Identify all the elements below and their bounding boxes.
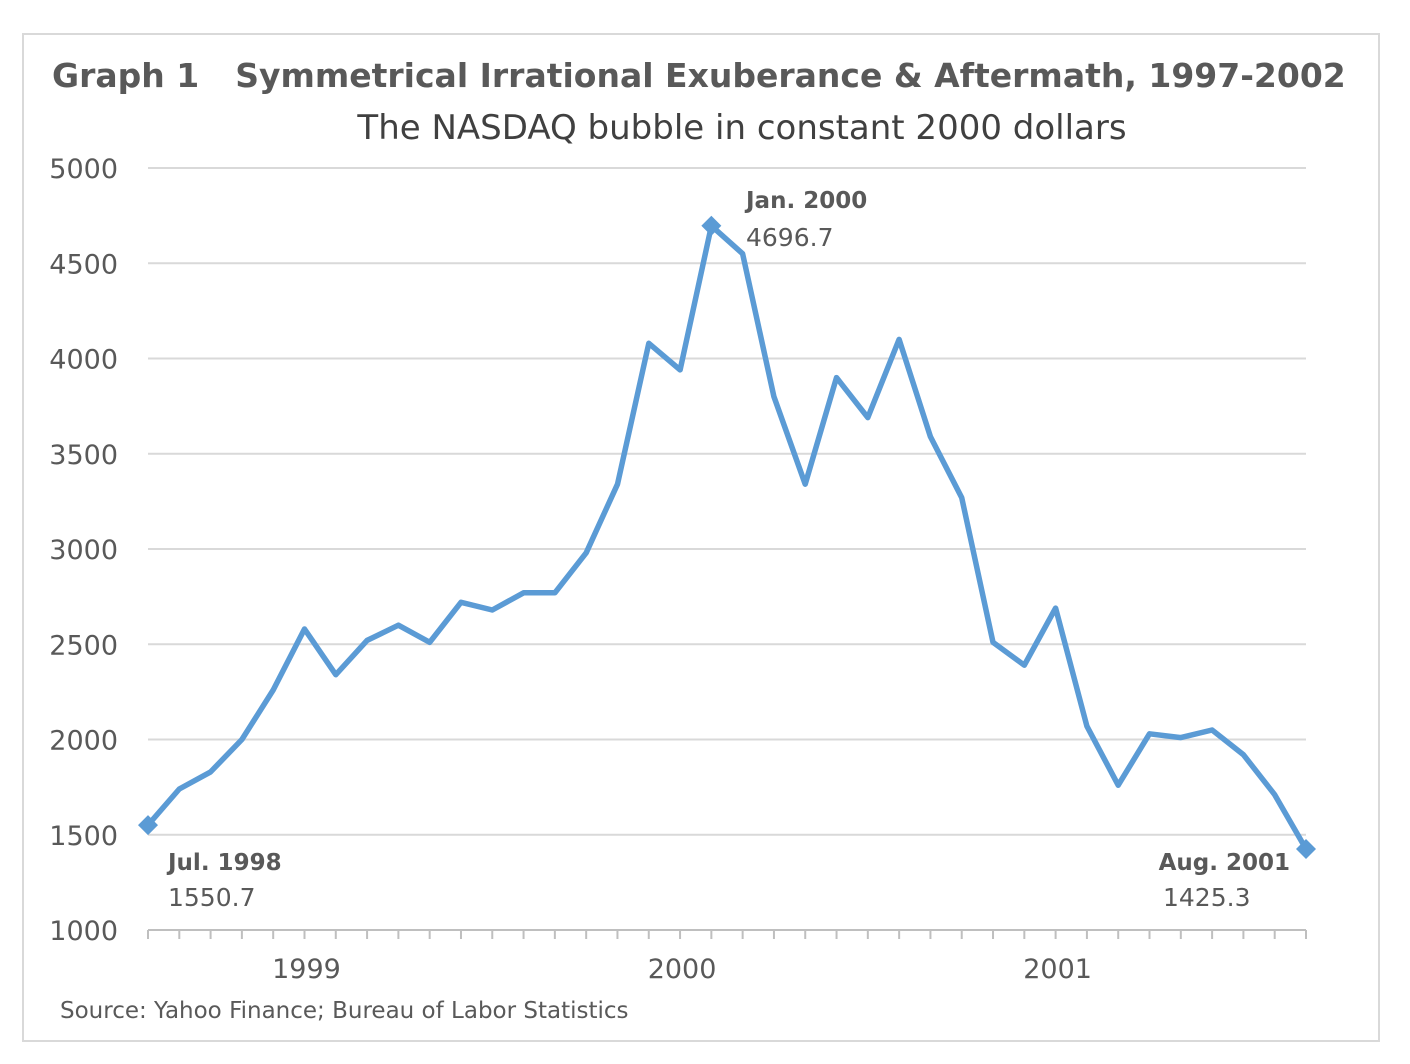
source-note: Source: Yahoo Finance; Bureau of Labor S… [60,998,629,1024]
y-tick-label: 3000 [49,535,118,566]
y-tick-label: 2000 [49,726,118,757]
y-tick-label: 2500 [49,630,118,661]
x-tick-label: 1999 [272,954,341,985]
y-tick-label: 3500 [49,440,118,471]
chart-title-row: Graph 1 Symmetrical Irrational Exuberance… [52,56,1346,95]
annotation-value: 1550.7 [168,883,255,912]
annotation-label: Aug. 2001 [1159,850,1290,876]
y-tick-label: 1000 [49,916,118,947]
annotation-label: Jul. 1998 [166,850,282,876]
nasdaq-series-line [145,223,1309,852]
annotation-value: 4696.7 [746,223,833,252]
annotation-label: Jan. 2000 [744,188,867,214]
chart-subtitle: The NASDAQ bubble in constant 2000 dolla… [357,108,1127,148]
annotation-marker [701,215,722,236]
y-tick-label: 4000 [49,345,118,376]
chart-title: Symmetrical Irrational Exuberance & Afte… [235,56,1346,95]
annotation-marker [1296,838,1316,859]
x-tick-label: 2000 [648,954,717,985]
y-tick-label: 1500 [49,821,118,852]
annotation-value: 1425.3 [1163,883,1250,912]
chart-frame [22,33,1380,1042]
x-tick-label: 2001 [1023,954,1092,985]
graph-number: Graph 1 [52,56,200,95]
annotation-marker [138,815,158,836]
y-tick-label: 5000 [49,154,118,185]
y-tick-label: 4500 [49,249,118,280]
